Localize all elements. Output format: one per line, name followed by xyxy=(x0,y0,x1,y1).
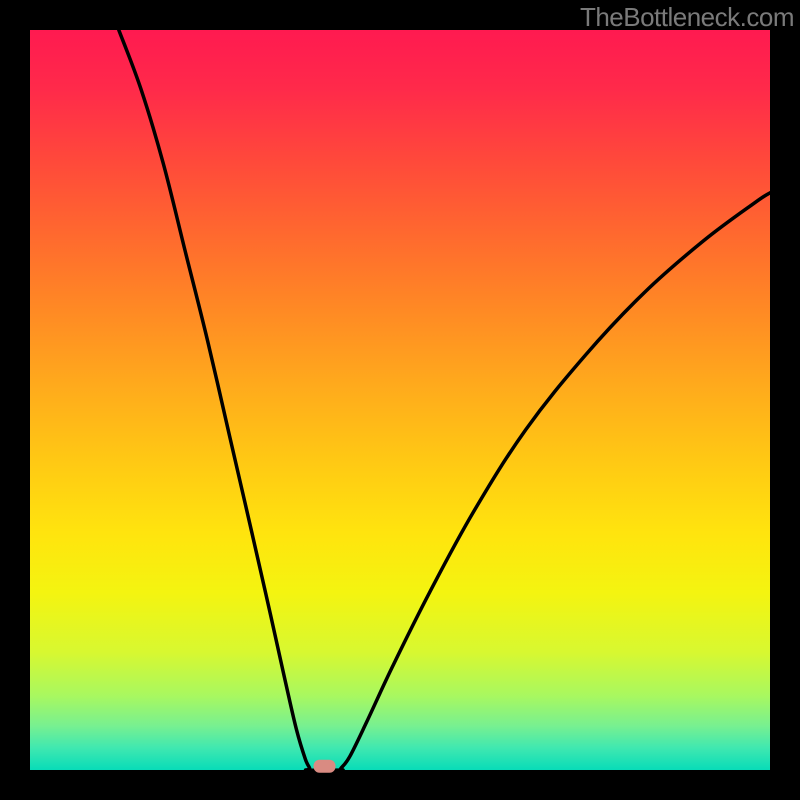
valley-marker xyxy=(314,760,336,773)
root-container: TheBottleneck.com xyxy=(0,0,800,800)
chart-svg xyxy=(0,0,800,800)
watermark-text: TheBottleneck.com xyxy=(580,2,794,33)
plot-area xyxy=(30,30,770,770)
